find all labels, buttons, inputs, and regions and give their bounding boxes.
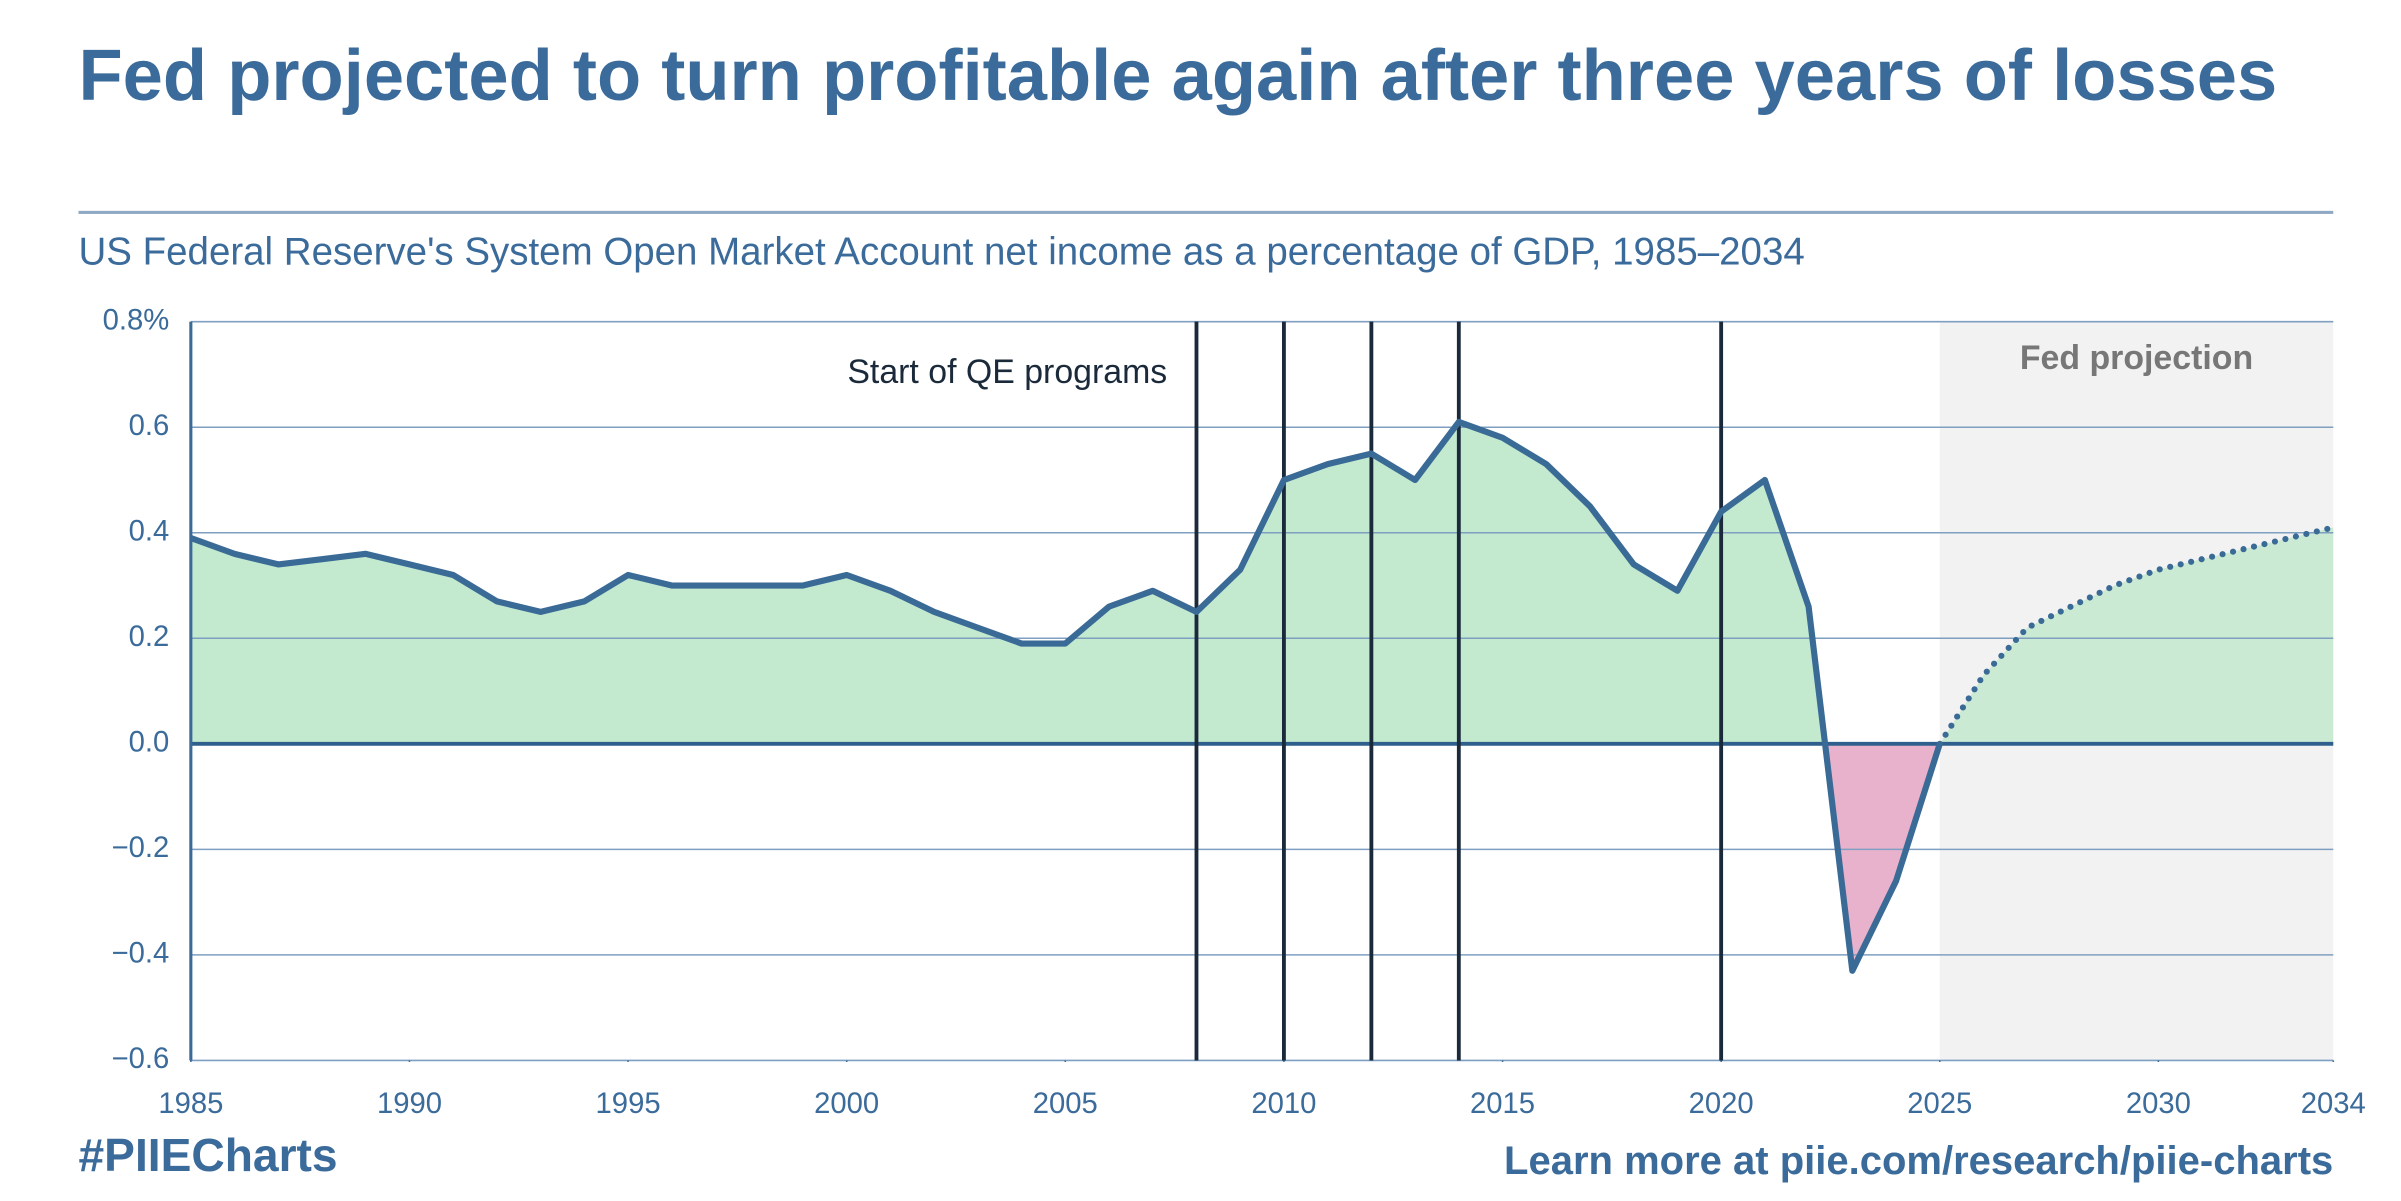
- footer-left: #PIIECharts: [78, 1129, 337, 1181]
- x-tick-label: 2005: [1033, 1088, 1098, 1120]
- y-tick-label: −0.6: [112, 1043, 170, 1075]
- projection-label: Fed projection: [2020, 339, 2253, 377]
- footer-right: Learn more at piie.com/research/piie-cha…: [1504, 1139, 2333, 1183]
- area-positive: [1939, 527, 2334, 744]
- x-tick-label: 2015: [1470, 1088, 1535, 1120]
- y-tick-label: 0.6: [129, 410, 170, 442]
- y-tick-label: 0.4: [129, 515, 170, 547]
- x-tick-label: 2010: [1251, 1088, 1316, 1120]
- y-tick-label: 0.0: [129, 727, 170, 759]
- qe-annotation: Start of QE programs: [847, 353, 1167, 391]
- x-tick-label: 2030: [2126, 1088, 2191, 1120]
- data-line: [189, 418, 1943, 974]
- x-tick-label: 1985: [158, 1088, 223, 1120]
- chart-title: Fed projected to turn profitable again a…: [78, 33, 2278, 116]
- y-tick-label: 0.2: [129, 621, 170, 653]
- area-positive: [190, 421, 1826, 744]
- x-tick-label: 1990: [377, 1088, 442, 1120]
- y-tick-label: −0.4: [112, 938, 170, 970]
- x-tick-label: 2020: [1689, 1088, 1754, 1120]
- x-tick-label: 2034: [2301, 1088, 2366, 1120]
- chart-subtitle: US Federal Reserve's System Open Market …: [78, 230, 1805, 274]
- title-rule: [78, 210, 2334, 214]
- x-tick-label: 1995: [596, 1088, 661, 1120]
- x-tick-label: 2000: [814, 1088, 879, 1120]
- x-tick-label: 2025: [1907, 1088, 1972, 1120]
- y-tick-label: 0.8%: [103, 304, 170, 336]
- y-tick-label: −0.2: [112, 832, 170, 864]
